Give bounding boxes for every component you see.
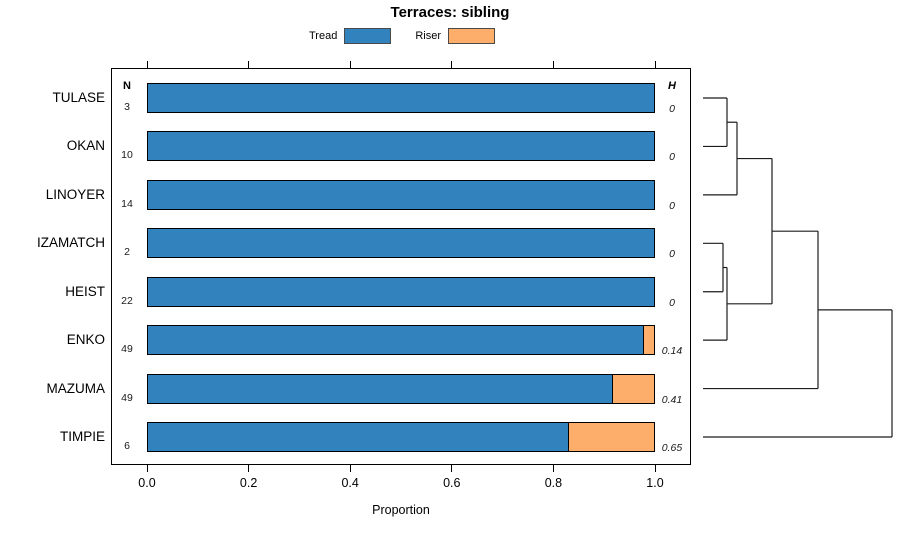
h-value: 0 <box>669 248 675 261</box>
row-label: IZAMATCH <box>37 235 105 251</box>
x-axis-tick-bottom <box>248 465 250 472</box>
legend-swatch-riser <box>448 27 495 44</box>
bar-segment-tread <box>147 276 655 307</box>
bar-segment-tread <box>147 422 570 452</box>
legend-label-riser: Riser <box>415 29 441 42</box>
bar-segment-tread <box>147 179 655 210</box>
legend-swatch-tread <box>344 27 392 44</box>
bar-segment-riser <box>643 325 655 356</box>
x-axis-tick-top <box>654 61 656 68</box>
bar-row <box>147 373 655 404</box>
bar-segment-tread <box>147 228 655 259</box>
bar-row <box>147 325 655 356</box>
h-value: 0.41 <box>661 393 683 406</box>
row-label: TIMPIE <box>59 429 105 444</box>
x-axis-tick-bottom <box>451 465 453 472</box>
bar-row <box>147 228 655 259</box>
x-axis-tick-top <box>552 61 554 68</box>
bar-segment-tread <box>147 325 645 356</box>
h-value: 0 <box>669 296 675 309</box>
legend-item-tread: Tread <box>309 27 392 44</box>
x-axis-tick-bottom <box>654 465 656 472</box>
bar-segment-riser <box>612 373 655 404</box>
x-axis-label: Proportion <box>372 503 430 517</box>
x-axis-tick-label: 1.0 <box>646 476 664 490</box>
x-axis-tick-label: 0.0 <box>138 476 156 490</box>
h-value: 0.14 <box>661 345 683 358</box>
bar-segment-riser <box>568 422 655 452</box>
bar-row <box>147 422 655 452</box>
chart-title: Terraces: sibling <box>390 4 510 21</box>
x-axis-tick-top <box>451 61 453 68</box>
h-value: 0.65 <box>661 442 683 454</box>
x-axis-tick-bottom <box>552 465 554 472</box>
legend-item-riser: Riser <box>415 27 495 44</box>
h-value: 0 <box>669 199 675 212</box>
legend-label-tread: Tread <box>309 29 338 42</box>
row-label: MAZUMA <box>46 380 106 396</box>
bar-segment-tread <box>147 131 655 162</box>
bar-row <box>147 179 655 210</box>
n-value: 2 <box>124 246 130 259</box>
x-axis-tick-label: 0.6 <box>443 476 461 490</box>
x-axis-tick-label: 0.4 <box>341 476 359 490</box>
n-value: 3 <box>124 101 130 113</box>
n-value: 49 <box>121 343 133 356</box>
row-label: ENKO <box>66 332 105 348</box>
n-value: 49 <box>121 391 133 404</box>
legend: Tread Riser <box>0 27 804 44</box>
n-value: 14 <box>121 197 133 210</box>
bar-row <box>147 276 655 307</box>
x-axis-tick-bottom <box>349 465 351 472</box>
n-value: 22 <box>121 294 133 307</box>
h-column-header: H <box>668 80 676 92</box>
row-label: LINOYER <box>45 186 105 202</box>
n-column-header: N <box>123 80 131 92</box>
plot-box <box>111 68 691 465</box>
x-axis-tick-label: 0.2 <box>239 476 258 490</box>
h-value: 0 <box>669 103 675 115</box>
row-label: TULASE <box>52 90 105 105</box>
x-axis-tick-bottom <box>146 465 148 472</box>
x-axis-tick-label: 0.8 <box>544 476 563 490</box>
x-axis-tick-top <box>146 61 148 68</box>
bar-segment-tread <box>147 83 655 113</box>
x-axis-tick-top <box>248 61 250 68</box>
n-value: 6 <box>124 440 130 452</box>
h-value: 0 <box>669 151 675 164</box>
x-axis-tick-top <box>349 61 351 68</box>
row-label: HEIST <box>65 283 105 299</box>
n-value: 10 <box>121 149 133 162</box>
bar-row <box>147 131 655 162</box>
row-label: OKAN <box>66 138 105 154</box>
bar-row <box>147 83 655 113</box>
bar-segment-tread <box>147 373 614 404</box>
